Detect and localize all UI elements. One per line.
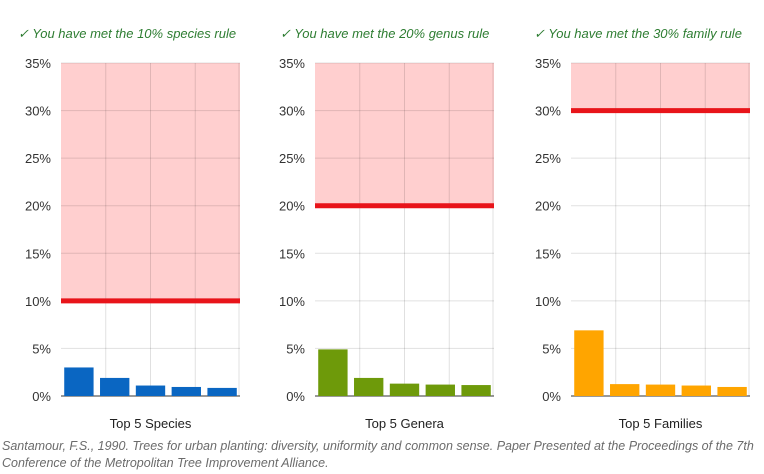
bar-5[interactable] [207,387,237,396]
bar-3[interactable] [645,384,676,396]
y-tick-label: 5% [32,341,51,356]
bar-4[interactable] [681,385,711,396]
y-tick-label: 25% [25,151,51,166]
bar-2[interactable] [354,377,384,396]
y-tick-label: 25% [535,151,561,166]
y-tick-label: 20% [279,199,305,214]
citation-text: Santamour, F.S., 1990. Trees for urban p… [2,439,754,470]
chart-species: ✓ You have met the 10% species rule 0% 5% 1… [18,26,240,431]
threshold-zone [61,63,240,301]
rule-message: ✓ You have met the 10% species rule [18,26,236,41]
y-tick-label: 20% [25,199,51,214]
bar-2[interactable] [610,384,640,396]
bar-1[interactable] [64,367,94,396]
y-tick-label: 10% [279,294,305,309]
y-tick-label: 35% [25,56,51,71]
y-tick-label: 30% [279,104,305,119]
charts-container: ✓ You have met the 10% species rule 0% 5% 1… [18,26,750,431]
y-tick-label: 0% [542,389,561,404]
charts-svg: ✓ You have met the 10% species rule 0% 5% 1… [18,26,750,431]
chart-families: ✓ You have met the 30% family rule 0% 5% 10… [534,26,750,431]
threshold-zone [315,63,494,206]
y-tick-label: 5% [542,341,561,356]
y-tick-label: 35% [535,56,561,71]
y-tick-label: 30% [535,104,561,119]
y-tick-label: 5% [286,341,305,356]
y-tick-label: 35% [279,56,305,71]
y-tick-label: 0% [286,389,305,404]
y-tick-label: 30% [25,104,51,119]
bar-3[interactable] [389,383,420,396]
y-tick-label: 0% [32,389,51,404]
threshold-zone [571,63,750,111]
bar-1[interactable] [318,349,348,396]
bar-5[interactable] [717,386,747,396]
chart-genera: ✓ You have met the 20% genus rule 0% 5% 10%… [279,26,494,431]
bar-1[interactable] [574,330,604,396]
y-tick-label: 20% [535,199,561,214]
x-axis-label: Top 5 Species [110,416,192,431]
x-axis-label: Top 5 Genera [365,416,445,431]
rule-message: ✓ You have met the 20% genus rule [280,26,489,41]
bar-3[interactable] [135,385,166,396]
y-tick-label: 15% [535,246,561,261]
bar-4[interactable] [171,386,201,396]
y-tick-label: 25% [279,151,305,166]
bar-2[interactable] [100,377,130,396]
bar-5[interactable] [461,385,491,396]
y-tick-label: 10% [25,294,51,309]
x-axis-label: Top 5 Families [619,416,703,431]
y-tick-label: 10% [535,294,561,309]
y-tick-label: 15% [25,246,51,261]
bar-4[interactable] [425,384,455,396]
rule-message: ✓ You have met the 30% family rule [534,26,742,41]
y-tick-label: 15% [279,246,305,261]
